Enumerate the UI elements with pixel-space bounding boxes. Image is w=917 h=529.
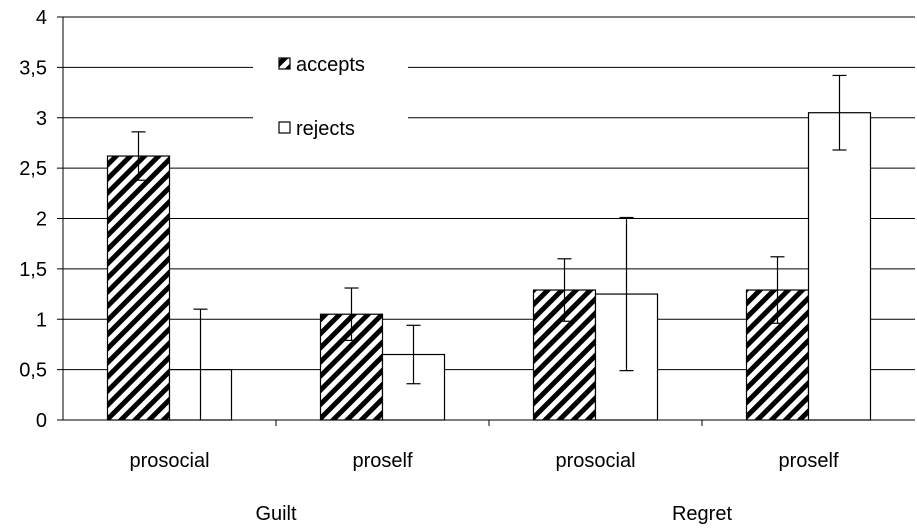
y-tick-label: 2,5 <box>19 158 47 180</box>
y-tick-label: 1,5 <box>19 259 47 281</box>
legend-label-accepts: accepts <box>296 54 365 76</box>
bar-rejects <box>807 112 872 421</box>
y-tick-label: 2 <box>36 209 47 231</box>
tick-labels: 0 0,5 1 1,5 2 2,5 3 3,5 4 prosocial proself prosoci… <box>19 7 839 525</box>
x-tick-label: prosocial <box>129 450 209 472</box>
bar-accepts <box>106 155 171 421</box>
gridlines <box>63 16 915 371</box>
x-tick-label: prosocial <box>555 450 635 472</box>
axes <box>57 16 915 426</box>
y-tick-label: 0 <box>36 410 47 432</box>
legend: accepts rejects <box>278 54 365 140</box>
x-tick-label: proself <box>352 450 412 472</box>
group-label: Regret <box>672 503 732 525</box>
x-tick-label: proself <box>778 450 838 472</box>
group-label: Guilt <box>255 503 297 525</box>
bars <box>106 112 872 421</box>
y-tick-label: 1 <box>36 309 47 331</box>
error-bars <box>131 74 847 420</box>
y-tick-label: 0,5 <box>19 360 47 382</box>
legend-swatch-accepts <box>278 57 291 70</box>
y-tick-label: 4 <box>36 7 47 29</box>
y-tick-label: 3,5 <box>19 57 47 79</box>
legend-swatch-rejects <box>278 121 291 134</box>
legend-label-rejects: rejects <box>296 118 355 140</box>
y-tick-label: 3 <box>36 108 47 130</box>
